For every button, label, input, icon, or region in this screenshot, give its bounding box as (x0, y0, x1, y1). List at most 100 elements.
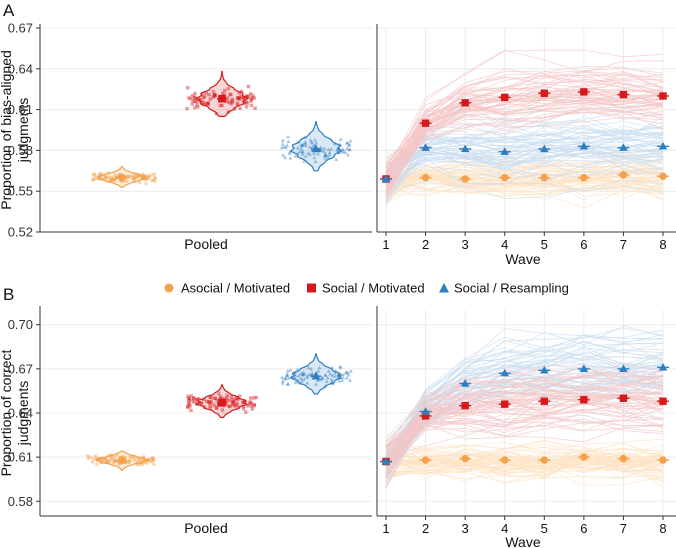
jitter-point-social-motivated (236, 96, 240, 100)
jitter-point-social-motivated (196, 397, 201, 401)
jitter-point-social-motivated (248, 400, 252, 404)
jitter-point-social-motivated (252, 402, 256, 407)
jitter-point-asocial-motivated (151, 458, 155, 463)
jitter-point-social-resampling (308, 137, 313, 142)
jitter-point-social-motivated (200, 92, 204, 96)
jitter-point-social-resampling (280, 375, 285, 380)
jitter-point-social-motivated (196, 97, 201, 101)
jitter-point-social-resampling (320, 376, 325, 380)
participant-line-social-motivated (385, 96, 664, 169)
violin-mean-social-motivated (218, 398, 226, 407)
jitter-point-social-motivated (192, 95, 197, 100)
jitter-point-social-motivated (187, 402, 191, 406)
jitter-point-social-motivated (192, 400, 196, 404)
jitter-point-social-motivated (229, 102, 233, 106)
participant-line-asocial-motivated (385, 185, 664, 209)
jitter-point-social-motivated (253, 106, 257, 111)
jitter-point-social-resampling (347, 142, 352, 146)
jitter-point-social-resampling (348, 138, 353, 143)
xtick-label-wave-8: 8 (659, 237, 666, 252)
jitter-point-social-resampling (316, 151, 321, 156)
jitter-point-social-resampling (285, 143, 290, 147)
jitter-point-social-motivated (243, 101, 247, 106)
jitter-point-social-motivated (230, 99, 234, 103)
jitter-point-asocial-motivated (146, 174, 150, 179)
jitter-point-social-resampling (333, 374, 338, 378)
jitter-point-social-resampling (323, 151, 328, 156)
legend: Asocial / Motivated Social / Motivated S… (164, 281, 569, 296)
wave-mean-social-motivated-8 (659, 92, 667, 100)
jitter-point-social-motivated (235, 396, 240, 401)
wave-mean-asocial-motivated-6 (580, 453, 588, 461)
jitter-point-social-motivated (219, 395, 223, 399)
jitter-point-social-resampling (312, 155, 317, 160)
ytick-label: 0.58 (8, 143, 33, 158)
jitter-point-social-motivated (237, 91, 241, 95)
jitter-point-asocial-motivated (93, 176, 97, 181)
jitter-point-social-motivated (226, 86, 231, 91)
jitter-point-social-motivated (187, 96, 191, 100)
wave-mean-social-motivated-5 (540, 89, 548, 97)
ylabel-a: Proportion of bias-aligned judgments (0, 50, 31, 210)
jitter-point-asocial-motivated (91, 173, 95, 177)
jitter-point-social-motivated (208, 395, 212, 399)
jitter-point-asocial-motivated (111, 177, 116, 182)
jitter-point-social-motivated (205, 399, 209, 404)
ytick-label: 0.61 (8, 450, 33, 465)
jitter-point-social-resampling (310, 371, 315, 375)
jitter-point-asocial-motivated (138, 457, 142, 462)
jitter-point-social-motivated (204, 101, 209, 106)
jitter-point-asocial-motivated (92, 172, 97, 176)
xlabel-pooled-a: Pooled (184, 236, 228, 252)
jitter-point-social-resampling (283, 155, 288, 160)
jitter-point-social-resampling (326, 147, 331, 152)
ylabel-b: Proportion of correct judgments (0, 349, 31, 476)
jitter-point-asocial-motivated (134, 175, 138, 179)
jitter-point-asocial-motivated (104, 175, 108, 179)
jitter-point-social-motivated (213, 396, 217, 401)
jitter-point-social-motivated (193, 91, 197, 96)
participant-line-social-motivated (385, 375, 664, 478)
jitter-point-asocial-motivated (153, 176, 157, 180)
jitter-point-social-resampling (315, 378, 320, 382)
participant-line-social-motivated (385, 372, 664, 476)
jitter-point-social-resampling (295, 145, 300, 150)
jitter-point-social-motivated (195, 102, 199, 107)
jitter-point-social-resampling (300, 150, 305, 154)
jitter-point-social-resampling (289, 375, 294, 379)
jitter-point-asocial-motivated (127, 458, 131, 463)
violin-mean-asocial-motivated (118, 173, 126, 182)
jitter-point-social-resampling (347, 147, 352, 152)
jitter-point-asocial-motivated (126, 176, 130, 180)
jitter-point-social-resampling (287, 151, 292, 156)
jitter-point-asocial-motivated (126, 174, 130, 179)
jitter-point-social-resampling (345, 141, 349, 145)
participant-line-social-resampling (385, 163, 664, 189)
jitter-point-asocial-motivated (113, 459, 118, 463)
wave-mean-social-motivated-6 (580, 88, 588, 96)
wave-mean-social-motivated-4 (501, 93, 509, 102)
participant-line-asocial-motivated (385, 455, 664, 472)
wave-mean-social-motivated-3 (461, 401, 469, 410)
participant-line-asocial-motivated (385, 173, 664, 187)
jitter-point-asocial-motivated (145, 461, 149, 465)
jitter-point-social-resampling (329, 377, 334, 381)
participant-line-social-resampling (385, 325, 664, 466)
jitter-point-social-resampling (293, 154, 298, 158)
jitter-point-asocial-motivated (130, 176, 135, 180)
participant-line-social-resampling (385, 133, 664, 174)
jitter-point-social-resampling (300, 143, 305, 147)
wave-mean-social-motivated-3 (461, 99, 469, 107)
jitter-point-social-resampling (333, 370, 338, 375)
jitter-point-social-motivated (236, 96, 240, 101)
jitter-point-asocial-motivated (94, 454, 98, 458)
jitter-point-asocial-motivated (135, 173, 139, 178)
jitter-point-social-resampling (323, 153, 328, 157)
participant-line-asocial-motivated (385, 447, 664, 465)
participant-line-social-resampling (385, 145, 664, 193)
jitter-point-social-resampling (317, 365, 322, 370)
xtick-label-wave-7: 7 (620, 521, 627, 536)
participant-line-asocial-motivated (385, 169, 664, 192)
jitter-point-social-resampling (325, 375, 330, 380)
jitter-point-social-resampling (296, 374, 301, 378)
